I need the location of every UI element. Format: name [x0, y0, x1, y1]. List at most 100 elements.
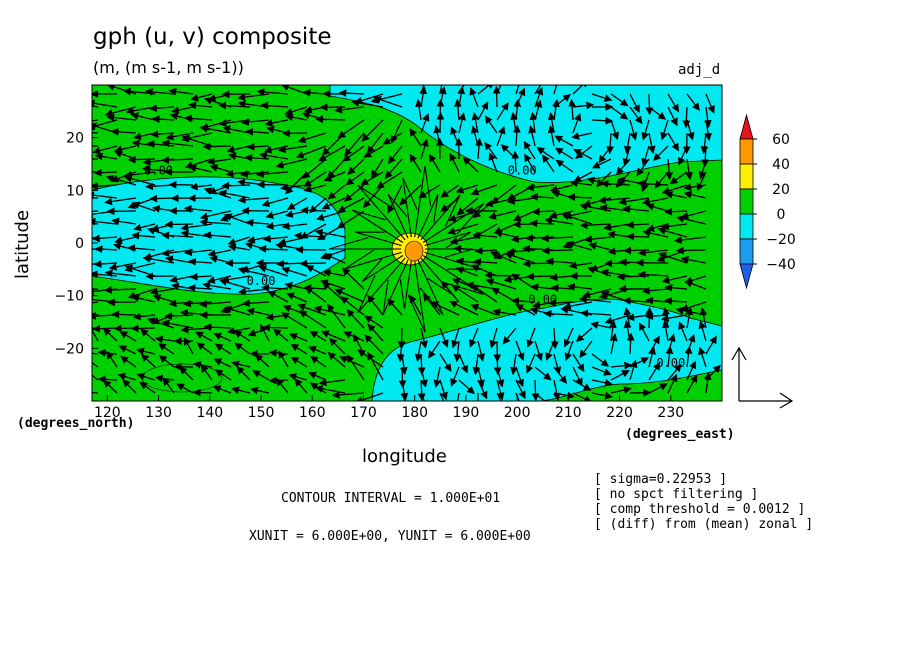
- wind-vector-arrow: [118, 345, 137, 355]
- wind-vector-arrow: [547, 125, 556, 147]
- wind-vector-arrow: [705, 335, 717, 355]
- wind-vector-arrow: [92, 119, 99, 122]
- wind-vector-arrow: [496, 392, 502, 401]
- wind-vector-arrow: [168, 87, 194, 96]
- wind-vector-arrow: [226, 145, 251, 154]
- x-axis-label: longitude: [362, 446, 447, 467]
- wind-vector-arrow: [122, 379, 137, 394]
- wind-vector-arrow: [572, 85, 589, 95]
- wind-vector-arrow: [260, 101, 289, 110]
- wind-vector-arrow: [277, 145, 308, 154]
- wind-vector-arrow: [600, 179, 631, 188]
- wind-vector-arrow: [664, 207, 688, 216]
- colorbar-label: 60: [772, 132, 790, 148]
- colorbar-segment: [739, 213, 754, 240]
- wind-vector-arrow: [541, 234, 574, 243]
- wind-vector-arrow: [164, 312, 194, 320]
- wind-vector-arrow: [600, 268, 631, 277]
- wind-vector-arrow: [367, 323, 384, 342]
- info-line-diff: [ (diff) from (mean) zonal ]: [594, 517, 814, 532]
- wind-vector-arrow: [252, 370, 270, 381]
- wind-vector-arrow: [607, 230, 631, 239]
- wind-vector-arrow: [591, 93, 613, 102]
- wind-vector-arrow: [103, 379, 118, 394]
- wind-vector-arrow: [477, 85, 495, 95]
- x-axis-ticks: 120 130 140 150 160 170 180 190 200 210 220 230: [94, 395, 684, 421]
- wind-vector-arrow: [130, 112, 156, 121]
- wind-vector-arrow: [331, 390, 365, 399]
- wind-vector-arrow: [530, 192, 555, 201]
- wind-vector-arrow: [578, 295, 612, 304]
- wind-vector-arrow: [641, 145, 650, 167]
- wind-vector-arrow: [111, 310, 137, 319]
- wind-vector-arrow: [149, 194, 175, 203]
- field-core-high-inner: [404, 240, 424, 262]
- wind-vector-arrow: [106, 350, 118, 368]
- wind-vector-arrow: [338, 89, 365, 98]
- wind-vector-arrow: [622, 296, 650, 305]
- vortex-vector-arrow: [422, 203, 485, 243]
- wind-vector-arrow: [439, 353, 452, 372]
- wind-vector-arrow: [400, 379, 409, 401]
- wind-vector-arrow: [207, 249, 232, 258]
- wind-vector-arrow: [553, 366, 567, 384]
- wind-vector-arrow: [582, 197, 612, 208]
- wind-vector-arrow: [262, 234, 289, 243]
- wind-vector-arrow: [469, 87, 479, 108]
- wind-vector-arrow: [678, 321, 688, 342]
- wind-vector-arrow: [591, 116, 614, 125]
- wind-vector-arrow: [104, 269, 137, 278]
- wind-vector-arrow: [117, 372, 137, 381]
- wind-vector-arrow: [294, 378, 308, 394]
- wind-vector-arrow: [318, 378, 346, 387]
- x-tick-label: 230: [657, 405, 684, 421]
- wind-vector-arrow: [667, 93, 679, 113]
- wind-vector-arrow: [388, 145, 403, 165]
- wind-vector-arrow: [192, 388, 213, 397]
- wind-vector-arrow: [136, 347, 156, 356]
- wind-vector-arrow: [131, 294, 156, 303]
- wind-vector-arrow: [258, 245, 289, 253]
- wind-vector-arrow: [678, 145, 688, 166]
- wind-vector-arrow: [420, 366, 428, 388]
- wind-vector-arrow: [648, 383, 668, 394]
- wind-vector-arrow: [245, 218, 270, 227]
- wind-vector-arrow: [626, 332, 635, 355]
- vortex-vector-arrow: [402, 177, 418, 238]
- wind-vector-arrow: [680, 210, 707, 220]
- wind-vector-arrow: [552, 379, 561, 401]
- wind-vector-arrow: [629, 359, 638, 381]
- wind-vector-arrow: [456, 197, 479, 216]
- wind-vector-arrow: [275, 158, 308, 169]
- wind-vector-arrow: [676, 215, 707, 225]
- wind-vector-arrow: [652, 145, 669, 162]
- wind-vector-arrow: [314, 228, 346, 238]
- wind-vector-arrow: [373, 95, 403, 108]
- wind-vector-arrow: [496, 366, 505, 388]
- wind-vector-arrow: [571, 132, 593, 140]
- wind-vector-arrow: [130, 324, 156, 333]
- wind-vector-arrow: [572, 366, 583, 387]
- wind-vector-arrow: [544, 216, 574, 225]
- wind-vector-arrow: [489, 327, 498, 349]
- wind-vector-arrow: [458, 379, 475, 395]
- wind-vector-arrow: [610, 106, 629, 120]
- wind-vector-arrow: [512, 210, 536, 222]
- wind-vector-arrow: [401, 392, 406, 401]
- wind-vector-arrow: [188, 257, 213, 266]
- wind-vector-arrow: [698, 346, 707, 368]
- wind-vector-arrow: [387, 184, 403, 214]
- wind-vector-arrow: [584, 235, 612, 244]
- wind-vector-arrow: [346, 309, 365, 329]
- wind-vector-arrow: [195, 331, 213, 342]
- wind-vector-arrow: [496, 379, 505, 401]
- wind-vector-arrow: [667, 363, 682, 381]
- wind-vector-arrow: [127, 155, 156, 164]
- wind-vector-arrow: [344, 132, 365, 157]
- wind-vector-arrow: [259, 151, 289, 160]
- wind-vector-arrow: [327, 352, 346, 368]
- wind-vector-arrow: [665, 345, 674, 368]
- wind-vector-arrow: [543, 309, 574, 318]
- wind-vector-arrow: [254, 353, 270, 368]
- wind-vector-arrow: [110, 127, 137, 136]
